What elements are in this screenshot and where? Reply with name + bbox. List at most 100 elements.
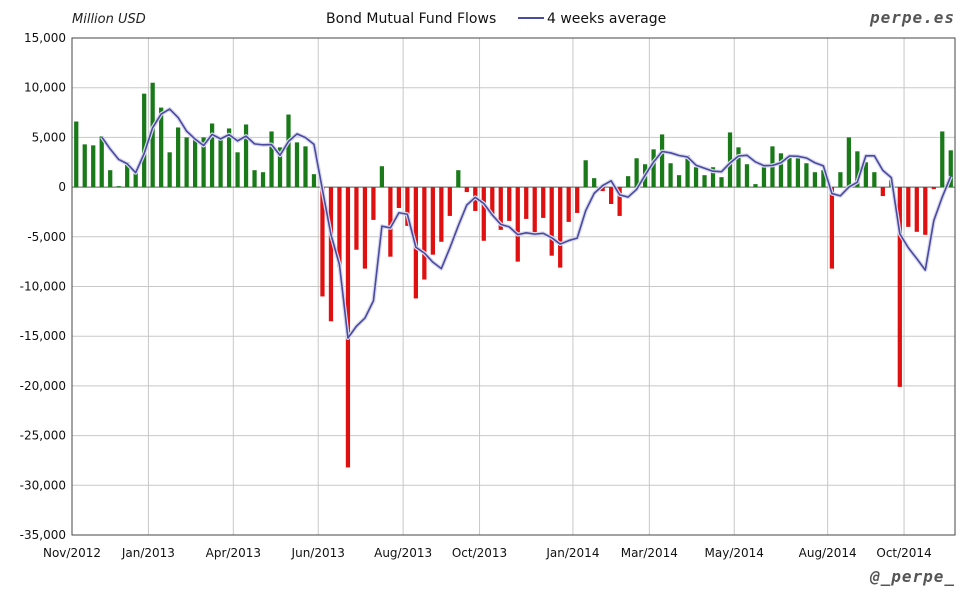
flow-bar [167, 152, 172, 188]
flow-bar [277, 147, 283, 188]
y-tick-label: 10,000 [24, 81, 66, 95]
y-tick-label: -25,000 [20, 429, 66, 443]
x-tick-label: Aug/2013 [374, 546, 432, 560]
x-axis: Nov/2012 Jan/2013 Apr/2013 Jun/2013 Aug/2013… [43, 546, 932, 560]
flow-bar [600, 187, 605, 192]
flow-bar [192, 139, 198, 188]
average-series [100, 107, 953, 340]
flow-bar [430, 187, 435, 255]
flow-bar [744, 164, 750, 188]
flow-bar [804, 163, 809, 188]
flow-bar [693, 167, 699, 188]
flow-bar [422, 187, 427, 280]
flow-bar [176, 127, 181, 188]
flow-bar [676, 175, 682, 188]
x-tick-label: Mar/2014 [621, 546, 678, 560]
flow-bar [82, 144, 87, 188]
flow-bar [303, 146, 308, 188]
y-tick-label: 0 [58, 180, 66, 194]
flow-bar [702, 175, 707, 188]
x-tick-label: Jan/2013 [121, 546, 175, 560]
flow-bar [753, 184, 758, 188]
flow-bar [456, 170, 461, 188]
flow-bar [575, 187, 580, 213]
flow-bar [226, 128, 232, 188]
flow-bar [659, 134, 665, 188]
flow-bar [184, 137, 189, 188]
flow-bar [218, 139, 223, 188]
x-tick-label: May/2014 [705, 546, 764, 560]
flow-bar [651, 149, 656, 188]
flow-bar [388, 187, 393, 257]
y-tick-label: -15,000 [20, 329, 66, 343]
x-tick-label: Oct/2013 [452, 546, 507, 560]
flow-bar [566, 187, 571, 222]
x-tick-label: Nov/2012 [43, 546, 101, 560]
flow-bar [795, 158, 801, 188]
flow-bar [914, 187, 919, 232]
x-tick-label: Apr/2013 [206, 546, 261, 560]
flow-bar [125, 162, 130, 188]
flow-bar [328, 187, 334, 322]
flow-bar [91, 145, 96, 188]
flow-bar [761, 167, 767, 188]
x-tick-label: Jan/2014 [545, 546, 599, 560]
flow-bar [74, 121, 79, 188]
x-tick-label: Oct/2014 [876, 546, 931, 560]
flow-bar [736, 147, 741, 188]
flow-bar [260, 172, 266, 188]
flow-bar [320, 187, 325, 297]
flow-bar [863, 162, 868, 188]
flow-bar [209, 123, 215, 188]
flow-bar [906, 187, 911, 227]
flow-bar [439, 187, 444, 242]
y-tick-label: 15,000 [24, 31, 66, 45]
flow-bar [116, 186, 121, 188]
flow-bar [719, 177, 724, 188]
watermark-bottom: @_perpe_ [869, 567, 955, 586]
flow-bar [897, 187, 902, 387]
flow-bar [821, 170, 826, 188]
flow-bar [311, 174, 317, 188]
flow-bar [371, 187, 376, 220]
flow-bar [727, 132, 733, 188]
flow-bar [558, 187, 563, 268]
flow-bar [362, 187, 368, 269]
plot-frame [71, 37, 956, 536]
y-axis-unit-label: Million USD [72, 12, 146, 27]
flow-bar [337, 187, 342, 267]
watermark-top: perpe.es [869, 8, 955, 27]
y-tick-label: -5,000 [27, 230, 66, 244]
y-tick-label: 5,000 [32, 130, 66, 144]
flow-bar [609, 187, 614, 204]
flow-bar [685, 155, 690, 188]
flow-bar [940, 131, 945, 188]
flow-bar [498, 187, 503, 230]
flow-bar [634, 158, 639, 188]
flow-bar [583, 160, 588, 188]
x-tick-label: Jun/2013 [291, 546, 345, 560]
flow-bar [447, 187, 452, 216]
flow-bar [354, 187, 359, 250]
flow-bar [405, 187, 410, 226]
flow-bar [159, 107, 164, 188]
flow-bar [626, 176, 631, 188]
flow-bar [379, 166, 385, 188]
flow-bar [872, 172, 877, 188]
flow-bar [812, 172, 818, 188]
flow-bar [396, 187, 402, 208]
flow-bar [108, 170, 113, 188]
flow-bar [541, 187, 546, 218]
y-tick-label: -20,000 [20, 379, 66, 393]
flow-bar [829, 187, 835, 269]
flow-bar [668, 163, 673, 188]
flow-bar [617, 187, 622, 216]
flow-bar [150, 82, 155, 188]
flow-bar [778, 153, 784, 188]
flow-bar [592, 178, 597, 188]
flow-bar [931, 187, 936, 190]
grid [71, 37, 955, 536]
flow-bar [532, 187, 537, 235]
flow-bar [294, 142, 300, 188]
